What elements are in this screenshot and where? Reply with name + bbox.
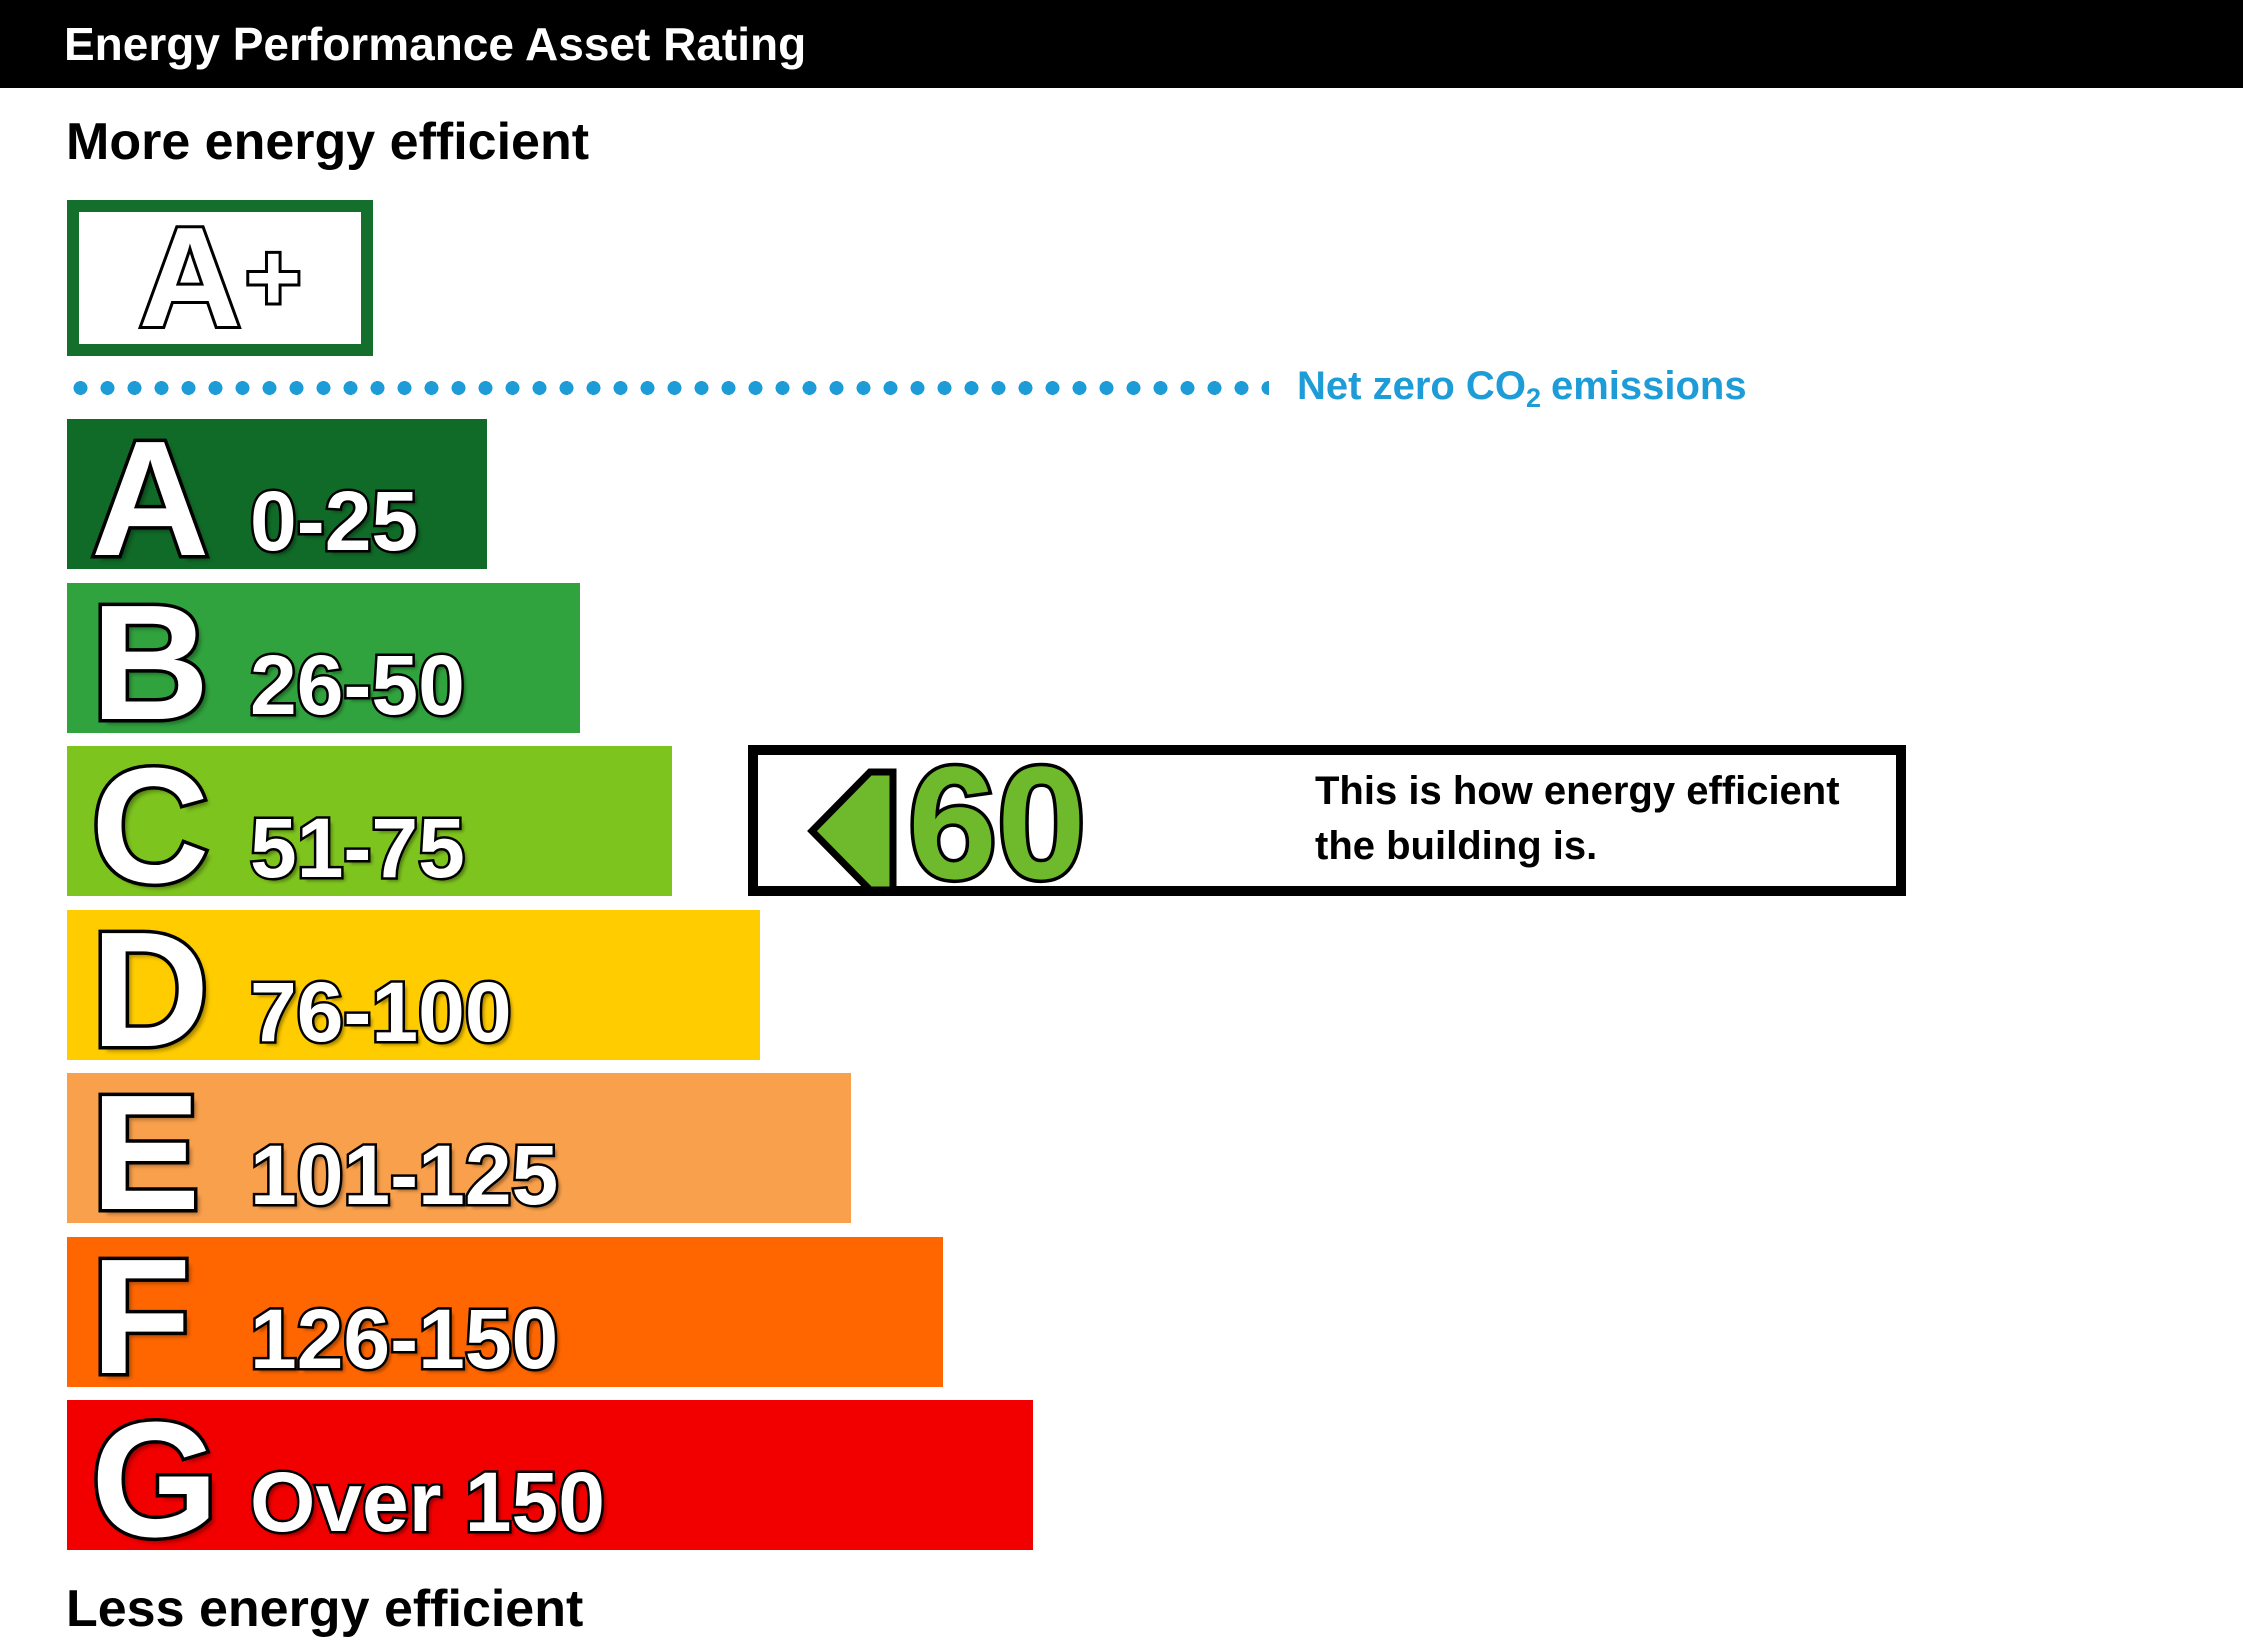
page-title: Energy Performance Asset Rating xyxy=(64,18,807,70)
title-bar: Energy Performance Asset Rating xyxy=(0,0,2243,88)
band-a-letter: A xyxy=(87,407,212,590)
net-zero-label-subscript: 2 xyxy=(1525,383,1541,413)
rating-description-line1: This is how energy efficient xyxy=(1315,769,1840,813)
band-e-letter: E xyxy=(87,1061,203,1244)
band-d: D 76-100 xyxy=(67,904,760,1075)
band-a-plus-letter: A xyxy=(136,198,245,357)
rating-bands: A 0-25 B 26-50 C 51-75 D 76-100 E 101-12… xyxy=(67,413,2243,1565)
net-zero-label: Net zero CO2 emissions xyxy=(1297,366,1747,412)
band-f: F 126-150 xyxy=(67,1231,943,1402)
band-c-range: 51-75 xyxy=(248,799,468,898)
band-f-range: 126-150 xyxy=(247,1289,560,1388)
band-e: E 101-125 xyxy=(67,1067,851,1238)
net-zero-dotted-line xyxy=(67,381,1269,395)
band-a-plus-sign: + xyxy=(242,224,304,331)
rating-description-line2: the building is. xyxy=(1315,824,1598,868)
net-zero-label-pre: Net zero CO xyxy=(1297,364,1526,408)
band-f-letter: F xyxy=(87,1224,194,1408)
net-zero-label-post: emissions xyxy=(1550,364,1747,408)
band-b-letter: B xyxy=(87,570,212,754)
band-g-letter: G xyxy=(88,1388,223,1571)
band-c-letter: C xyxy=(87,734,212,917)
band-g: G Over 150 xyxy=(67,1394,1033,1565)
band-a-plus: A + xyxy=(67,200,373,356)
band-d-range: 76-100 xyxy=(248,962,515,1061)
band-a-range: 0-25 xyxy=(247,472,420,571)
band-g-range: Over 150 xyxy=(248,1453,608,1552)
band-b-range: 26-50 xyxy=(248,635,468,734)
band-e-range: 101-125 xyxy=(247,1126,560,1225)
more-energy-efficient-label: More energy efficient xyxy=(66,113,590,171)
rating-indicator-box: 60 This is how energy efficient the buil… xyxy=(748,733,1906,912)
rating-value: 60 xyxy=(905,733,1090,912)
rating-arrow-icon xyxy=(807,768,897,894)
rating-description: This is how energy efficient the buildin… xyxy=(1315,764,1840,874)
band-b: B 26-50 xyxy=(67,577,580,748)
band-c: C 51-75 xyxy=(67,740,672,911)
less-energy-efficient-label: Less energy efficient xyxy=(66,1580,584,1638)
band-d-letter: D xyxy=(87,897,212,1081)
band-a: A 0-25 xyxy=(67,413,487,584)
